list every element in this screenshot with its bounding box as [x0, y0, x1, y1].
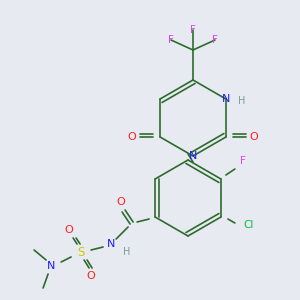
- Text: N: N: [47, 261, 55, 271]
- Text: H: H: [123, 247, 131, 257]
- Text: H: H: [238, 96, 246, 106]
- Text: N: N: [222, 94, 230, 104]
- Text: O: O: [87, 271, 95, 281]
- Text: O: O: [128, 132, 136, 142]
- Text: S: S: [77, 245, 85, 259]
- Text: Cl: Cl: [244, 220, 254, 230]
- Text: N: N: [189, 151, 197, 161]
- Text: O: O: [250, 132, 258, 142]
- Text: N: N: [107, 239, 115, 249]
- Text: O: O: [117, 197, 125, 207]
- Text: F: F: [212, 35, 218, 45]
- Text: F: F: [240, 156, 246, 166]
- Text: O: O: [65, 225, 74, 235]
- Text: F: F: [190, 25, 196, 35]
- Text: F: F: [168, 35, 174, 45]
